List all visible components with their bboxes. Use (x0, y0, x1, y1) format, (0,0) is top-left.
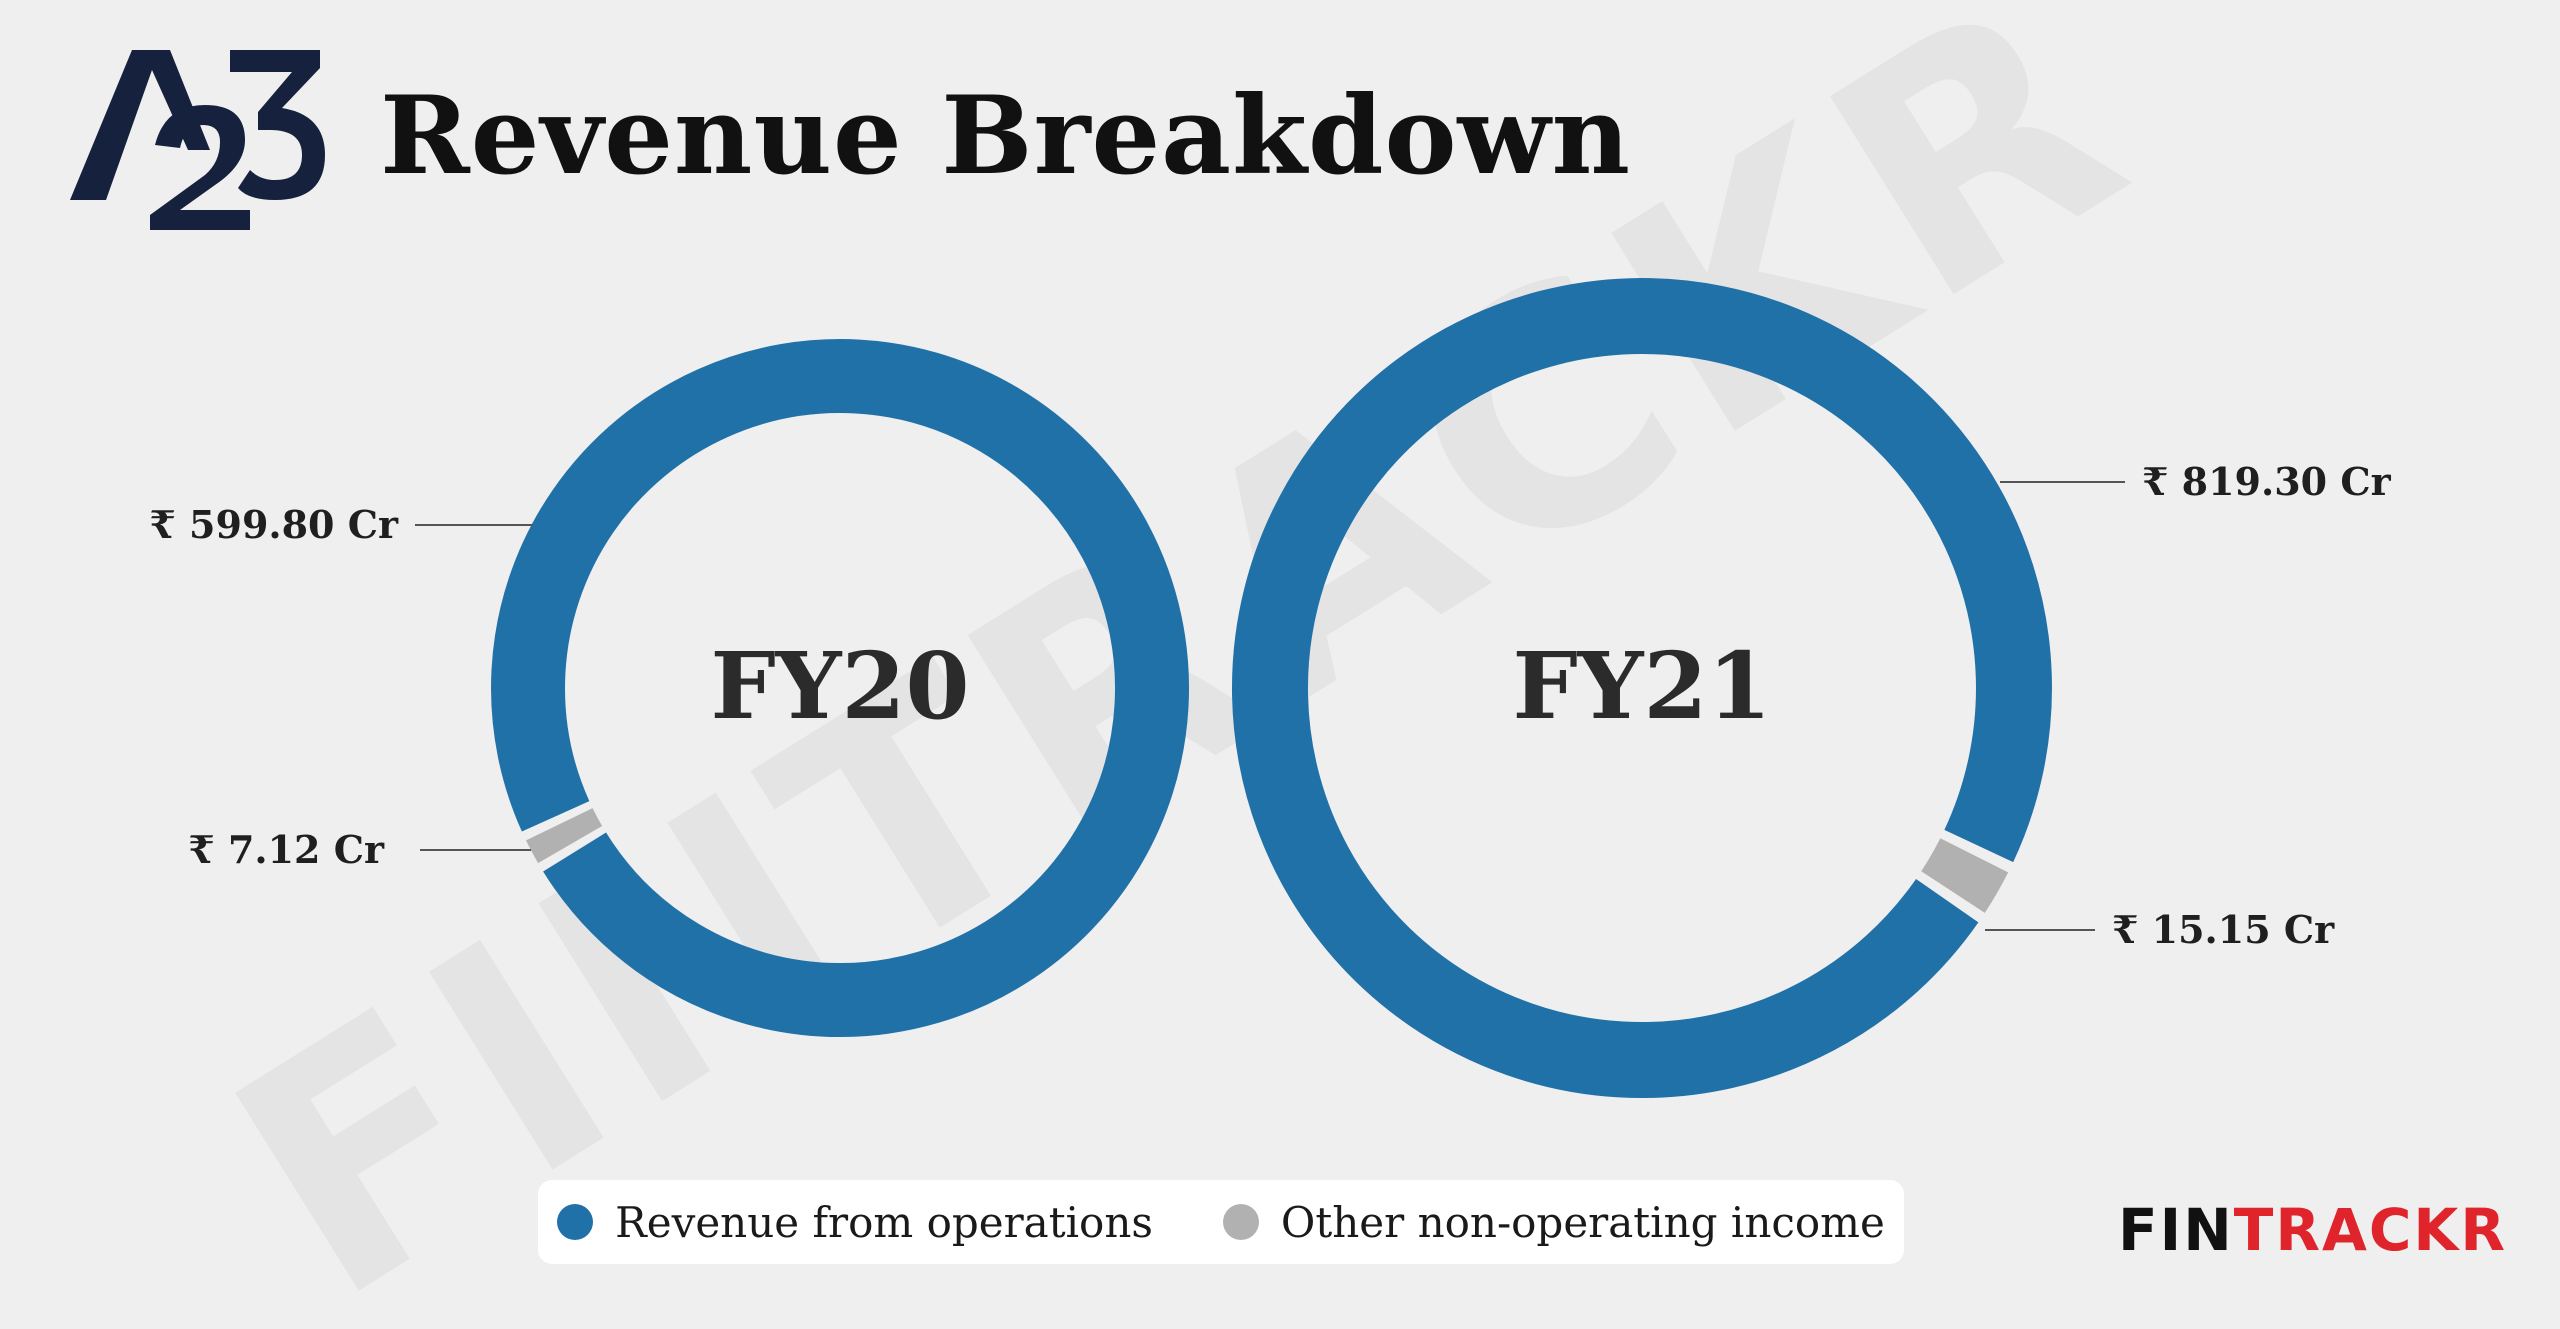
charts-layer: FY20 ₹ 599.80 Cr ₹ 7.12 Cr FY21 ₹ 819.30 Cr ₹… (149, 278, 2392, 1098)
donut-chart-fy21: FY21 ₹ 819.30 Cr ₹ 15.15 Cr (1231, 278, 2392, 1098)
donut-slice-other-income (526, 807, 603, 864)
donut-slice-other-income (1920, 837, 2009, 913)
legend-swatch-blue (557, 1204, 594, 1240)
donut-chart-fy20: FY20 ₹ 599.80 Cr ₹ 7.12 Cr (149, 339, 1190, 1037)
donut-slice-revenue-from-operations (1231, 278, 2052, 1098)
brand-part-fin: FIN (2118, 1196, 2234, 1264)
legend-label: Other non-operating income (1280, 1197, 1885, 1247)
legend-label: Revenue from operations (615, 1197, 1153, 1247)
legend-item-other-income: Other non-operating income (1222, 1197, 1885, 1247)
legend-item-revenue-from-operations: Revenue from operations (557, 1198, 1153, 1247)
data-label: ₹ 819.30 Cr (2142, 459, 2392, 504)
legend-swatch-grey (1222, 1204, 1259, 1240)
data-label: ₹ 15.15 Cr (2112, 907, 2335, 952)
brand-part-trackr: TRACKR (2233, 1196, 2508, 1264)
data-label: ₹ 7.12 Cr (188, 827, 385, 872)
logo-2-shape (150, 105, 250, 230)
donut-slice-revenue-from-operations (491, 339, 1190, 1037)
logo-3-shape (230, 50, 325, 200)
a23-logo (70, 50, 325, 230)
page-title: Revenue Breakdown (380, 73, 1632, 199)
donut-center-label: FY21 (1512, 632, 1771, 740)
legend: Revenue from operations Other non-operat… (538, 1180, 1904, 1264)
donut-center-label: FY20 (710, 632, 969, 740)
logo-a-shape (70, 50, 210, 200)
fintrackr-brand-logo: FINTRACKR (2118, 1196, 2507, 1264)
data-label: ₹ 599.80 Cr (149, 502, 399, 547)
